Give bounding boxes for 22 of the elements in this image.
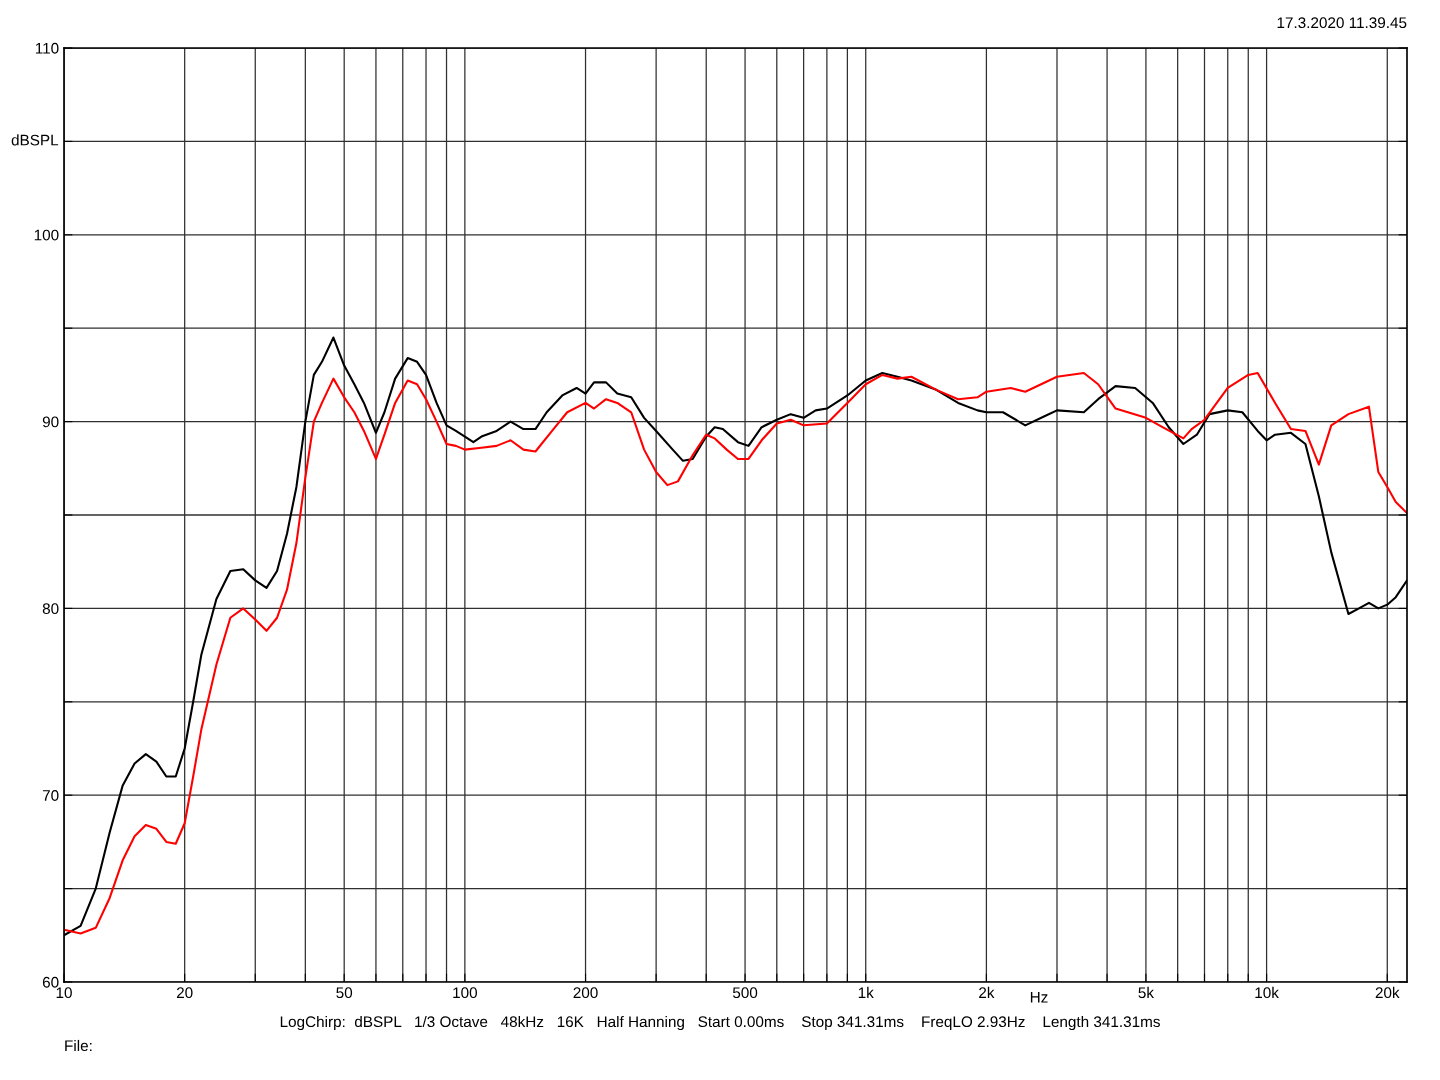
text: 17.3.2020 11.39.45 [1277,17,1407,29]
x-tick-label: 50 [336,987,353,999]
x-tick-label: 200 [573,987,598,999]
y-tick-label: 60 [42,976,59,988]
x-tick-label: 2k [979,986,995,998]
x-tick-label: 1k [858,986,874,998]
x-tick-label: 5k [1138,986,1155,999]
x-tick-label: 20k [1375,986,1400,999]
text: File: [65,1039,92,1052]
x-tick-label: 10k [1255,986,1279,999]
x-tick-label: 10 [56,987,72,999]
x-tick-label: 500 [732,987,758,999]
x-axis-title: Hz [1030,991,1048,1003]
y-tick-label: 90 [42,416,59,428]
x-tick-label: 100 [453,987,478,999]
y-axis-title: dBSPL [11,134,59,146]
text: LogChirp: dBSPL 1/3 Octave 48kHz 16K Half Hanning Start 0.00ms Stop 341.31ms FreqLO 2.93Hz Length 341.31ms [280,1015,1160,1031]
y-tick-label: 100 [34,229,59,241]
y-tick-label: 70 [42,790,59,801]
y-tick-label: 80 [42,603,59,615]
x-tick-label: 20 [176,987,193,999]
y-tick-label: 110 [35,42,59,54]
